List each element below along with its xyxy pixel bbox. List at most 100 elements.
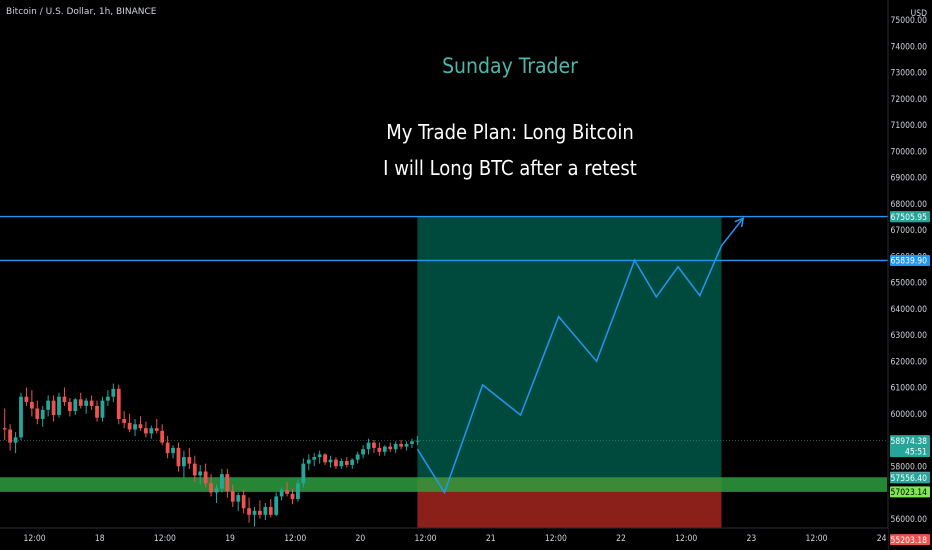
price-tag-bg: [890, 486, 930, 498]
candle: [122, 411, 127, 429]
candle-body: [89, 400, 94, 406]
candle: [62, 387, 67, 406]
candle: [187, 447, 192, 469]
candle: [57, 392, 61, 418]
candle: [40, 405, 45, 427]
candle-body: [241, 495, 246, 509]
candle-body: [274, 496, 279, 515]
time-tick-label: 20: [356, 534, 366, 544]
candle-body: [73, 399, 78, 412]
price-tick-label: 61000.00: [891, 384, 928, 394]
candle: [393, 441, 398, 454]
candle: [51, 395, 56, 422]
price-tag: 57023.14: [890, 486, 930, 498]
candle-body: [40, 409, 45, 419]
candle: [154, 419, 159, 434]
candle-body: [149, 428, 154, 434]
price-tick-label: 65000.00: [891, 279, 928, 289]
price-tick-label: 73000.00: [891, 69, 928, 79]
forecast-arrowhead: [734, 216, 745, 228]
candle-body: [230, 491, 235, 502]
candle: [133, 419, 137, 437]
plan-title: My Trade Plan: Long Bitcoin: [386, 120, 634, 144]
candle-body: [29, 401, 34, 409]
price-axis[interactable]: 75000.00 74000.00 73000.00 72000.00 71000.00…: [887, 0, 932, 550]
candle: [160, 424, 165, 446]
time-tick-label: 12:00: [415, 534, 437, 544]
candle: [312, 453, 317, 467]
candle-body: [2, 428, 7, 430]
candle: [258, 500, 262, 519]
candle: [165, 436, 170, 459]
candles: [2, 383, 420, 527]
candle: [116, 384, 121, 425]
candle-body: [285, 489, 289, 494]
candle: [236, 492, 241, 511]
candle-body: [258, 510, 262, 515]
candle-body: [317, 454, 322, 458]
candle-body: [214, 488, 219, 493]
candle: [317, 450, 322, 464]
time-tick-label: 22: [616, 534, 626, 544]
candle: [290, 488, 295, 505]
candle-body: [306, 459, 311, 464]
symbol-title[interactable]: Bitcoin / U.S. Dollar, 1h, BINANCE: [6, 7, 157, 17]
candle: [46, 395, 51, 417]
candle: [339, 458, 344, 469]
price-tick-label: 56000.00: [891, 515, 928, 525]
candle-body: [263, 506, 268, 515]
candle-body: [67, 401, 72, 412]
candle: [2, 408, 7, 440]
candle: [111, 383, 116, 402]
candle-body: [187, 457, 192, 464]
price-tag: 55203.18: [890, 534, 930, 546]
candle-body: [334, 459, 338, 467]
time-tick-label: 12:00: [154, 534, 176, 544]
candle-body: [192, 463, 197, 476]
candle: [399, 440, 404, 450]
candle: [78, 392, 83, 409]
time-axis-bg: [0, 528, 888, 550]
candle: [35, 400, 40, 425]
price-tick-label: 74000.00: [891, 42, 928, 52]
price-tag-bg: [890, 534, 930, 546]
candle-body: [46, 400, 51, 410]
candle: [355, 451, 360, 464]
price-tick-label: 63000.00: [891, 331, 928, 341]
candle: [24, 387, 29, 406]
time-axis[interactable]: 12:00 18 12:00 19 12:00 20 12:00 21 12:00 22 12:00…: [0, 527, 888, 550]
candle-body: [399, 443, 404, 447]
candle-body: [366, 442, 371, 450]
candle: [225, 468, 230, 498]
price-tick-label: 62000.00: [891, 357, 928, 367]
candle-body: [361, 449, 365, 455]
candle: [13, 432, 18, 454]
candle: [89, 395, 94, 410]
candle-body: [133, 424, 137, 430]
price-tick-label: 71000.00: [891, 121, 928, 131]
candle: [350, 458, 355, 469]
price-tick-label: 75000.00: [891, 16, 928, 26]
candle: [100, 396, 105, 422]
candle: [415, 436, 420, 446]
candle-body: [372, 442, 376, 448]
candle: [285, 482, 289, 497]
candle-body: [236, 495, 241, 502]
candle-body: [165, 442, 170, 454]
time-tick-label: 12:00: [24, 534, 46, 544]
price-tag-countdown: 45:51: [905, 448, 927, 458]
candle-body: [24, 396, 29, 402]
candle: [306, 454, 311, 471]
candle-body: [111, 388, 116, 397]
candle-body: [122, 419, 127, 423]
price-tag-label: 58974.38: [891, 437, 928, 447]
candle: [192, 455, 197, 482]
candle-body: [35, 408, 40, 419]
candle: [67, 398, 72, 417]
candle: [247, 497, 251, 523]
candle-body: [410, 441, 414, 444]
candle: [252, 506, 257, 527]
candle-body: [225, 474, 230, 492]
